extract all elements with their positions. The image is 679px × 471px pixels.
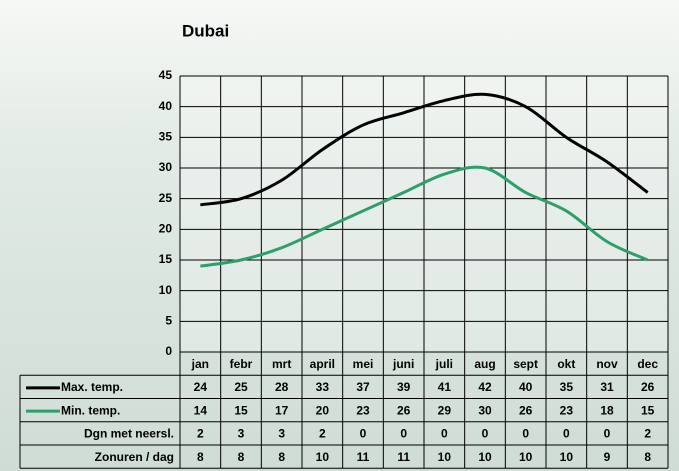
table-value: 15 [641,403,655,417]
table-value: 24 [194,380,208,394]
x-tick-label: jan [191,357,209,371]
x-tick-label: dec [637,357,658,371]
table-value: 14 [194,403,208,417]
table-value: 18 [600,403,614,417]
table-value: 10 [438,450,452,464]
y-tick-label: 25 [159,191,173,205]
table-value: 30 [478,403,492,417]
table-value: 31 [600,380,614,394]
legend-label: Max. temp. [61,380,123,394]
table-value: 23 [560,403,574,417]
table-value: 2 [319,427,326,441]
table-value: 35 [560,380,574,394]
y-tick-label: 0 [165,344,172,358]
table-value: 26 [397,403,411,417]
table-value: 0 [563,427,570,441]
table-value: 11 [357,450,370,464]
table-value: 37 [356,380,370,394]
table-value: 8 [278,450,285,464]
table-value: 10 [519,450,533,464]
table-value: 0 [482,427,489,441]
x-tick-label: juli [435,357,453,371]
table-value: 15 [234,403,248,417]
table-value: 8 [238,450,245,464]
table-value: 20 [316,403,330,417]
chart: Dubai 051015202530354045janfebrmrtaprilm… [0,0,679,471]
y-tick-label: 15 [159,252,173,266]
table-value: 26 [519,403,533,417]
table-value: 25 [234,380,248,394]
y-tick-label: 40 [159,99,173,113]
table-value: 28 [275,380,289,394]
table-value: 10 [316,450,330,464]
y-tick-label: 5 [165,314,172,328]
x-tick-label: mrt [272,357,291,371]
table-value: 9 [604,450,611,464]
table-value: 33 [316,380,330,394]
x-tick-label: juni [392,357,414,371]
x-tick-label: sept [513,357,538,371]
x-tick-label: april [310,357,335,371]
table-value: 2 [644,427,651,441]
table-value: 2 [197,427,204,441]
table-value: 0 [400,427,407,441]
row-label: Zonuren / dag [95,450,174,464]
x-tick-label: nov [596,357,618,371]
row-label: Dgn met neersl. [84,427,174,441]
x-tick-label: aug [474,357,495,371]
table-value: 3 [278,427,285,441]
y-tick-label: 20 [159,222,173,236]
table-value: 17 [275,403,289,417]
table-value: 0 [522,427,529,441]
table-value: 0 [360,427,367,441]
table-value: 26 [641,380,655,394]
legend-label: Min. temp. [61,403,120,417]
table-value: 0 [441,427,448,441]
x-tick-label: mei [353,357,374,371]
y-tick-label: 35 [159,130,173,144]
y-tick-label: 45 [159,68,173,82]
x-tick-label: okt [557,357,575,371]
table-value: 8 [197,450,204,464]
table-value: 0 [604,427,611,441]
x-tick-label: febr [230,357,253,371]
table-value: 40 [519,380,533,394]
table-value: 29 [438,403,452,417]
table-value: 39 [397,380,411,394]
table-value: 41 [438,380,452,394]
table-value: 10 [478,450,492,464]
y-tick-label: 10 [159,283,173,297]
table-value: 8 [644,450,651,464]
table-value: 3 [238,427,245,441]
chart-title: Dubai [182,21,229,40]
table-value: 11 [397,450,410,464]
table-value: 42 [478,380,492,394]
table-value: 23 [356,403,370,417]
table-value: 10 [560,450,574,464]
y-tick-label: 30 [159,160,173,174]
